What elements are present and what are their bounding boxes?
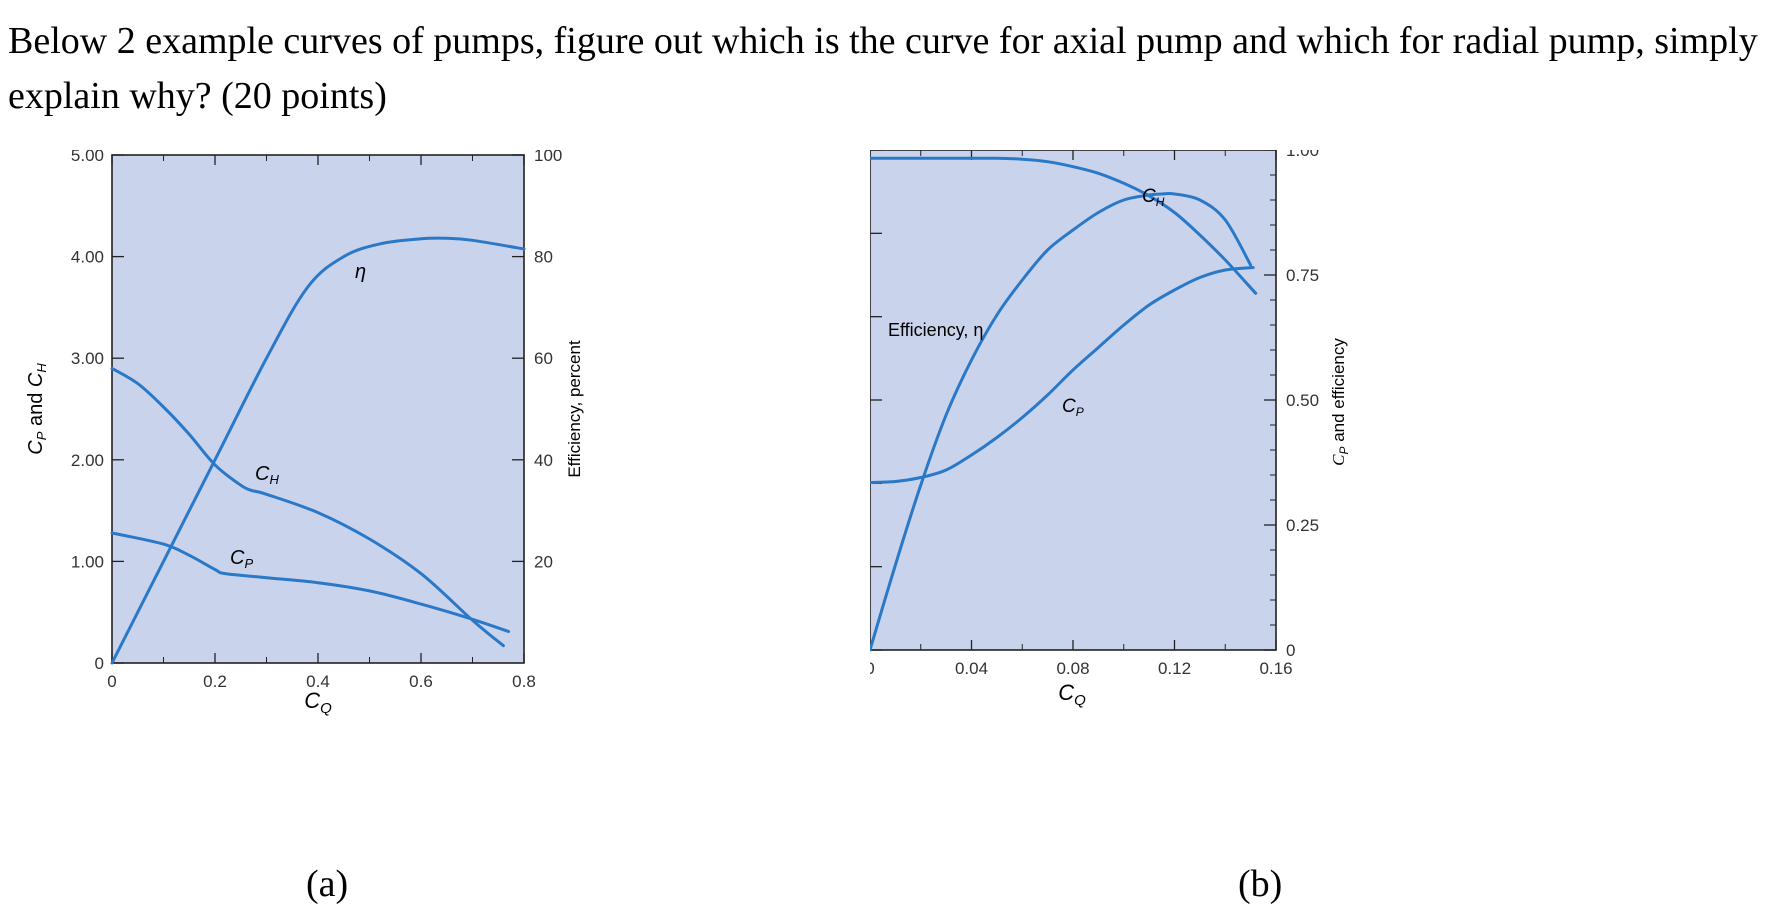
y-axis-label-left: CP and CH	[25, 363, 49, 455]
y-axis-label-right: Efficiency, percent	[565, 340, 584, 478]
y-left-tick-label: 3.00	[71, 349, 104, 368]
y-left-tick-label: 5.00	[71, 150, 104, 165]
tick-labels: 00.040.080.120.16012345600.250.500.751.0…	[870, 150, 1319, 678]
series-line	[110, 531, 511, 633]
series-line	[110, 236, 526, 665]
x-tick-label: 0.12	[1158, 659, 1191, 678]
series-lines	[870, 156, 1258, 652]
series-lines	[110, 236, 526, 665]
y-right-tick-label: 20	[534, 552, 553, 571]
y-right-tick-label: 60	[534, 349, 553, 368]
y-left-tick-label: 2.00	[71, 451, 104, 470]
y-right-tick-label: 1.00	[1286, 150, 1319, 160]
x-tick-label: 0.04	[955, 659, 988, 678]
tick-marks	[111, 154, 525, 664]
x-tick-label: 0.16	[1259, 659, 1292, 678]
y-right-tick-label: 0.50	[1286, 391, 1319, 410]
y-right-tick-label: 0.75	[1286, 266, 1319, 285]
series-line	[870, 266, 1255, 484]
question-text: Below 2 example curves of pumps, figure …	[8, 20, 1758, 117]
y-left-tick-label: 0	[95, 654, 104, 673]
x-tick-label: 0	[107, 672, 116, 691]
y-right-tick-label: 100	[534, 150, 562, 165]
series-line	[870, 156, 1258, 295]
y-left-tick-label: 4.00	[71, 248, 104, 267]
chart-b: 00.040.080.120.16012345600.250.500.751.0…	[870, 150, 1351, 709]
x-axis-label: CQ	[304, 688, 332, 717]
x-tick-label: 0.8	[512, 672, 536, 691]
y-axis-label-right: CP and efficiency	[1329, 338, 1351, 466]
x-tick-label: 0.08	[1056, 659, 1089, 678]
series-line	[110, 366, 505, 648]
series-label-eta: η	[355, 261, 366, 283]
x-axis-label: CQ	[1058, 680, 1086, 709]
caption-a: (a)	[306, 863, 349, 905]
y-right-tick-label: 0	[1286, 641, 1295, 660]
y-right-tick-label: 80	[534, 248, 553, 267]
caption-b: (b)	[1238, 863, 1283, 905]
plot-area	[870, 150, 1277, 651]
series-line	[870, 192, 1253, 652]
chart-a: 0 0.2 0.4 0.6 0.8 0 1.00 2.00 3.00 4.00 5.00 20 40 60…	[25, 150, 584, 717]
x-tick-label: 0.4	[306, 672, 330, 691]
x-tick-label: 0.6	[409, 672, 433, 691]
tick-labels: 0 0.2 0.4 0.6 0.8 0 1.00 2.00 3.00 4.00 5.00 20 40 60…	[71, 150, 562, 691]
x-tick-label: 0.2	[203, 672, 227, 691]
x-tick-label: 0	[870, 659, 875, 678]
plot-area	[111, 154, 525, 664]
y-right-tick-label: 40	[534, 451, 553, 470]
y-right-tick-label: 0.25	[1286, 516, 1319, 535]
annotation-efficiency: Efficiency, η	[888, 320, 983, 340]
y-left-tick-label: 1.00	[71, 552, 104, 571]
